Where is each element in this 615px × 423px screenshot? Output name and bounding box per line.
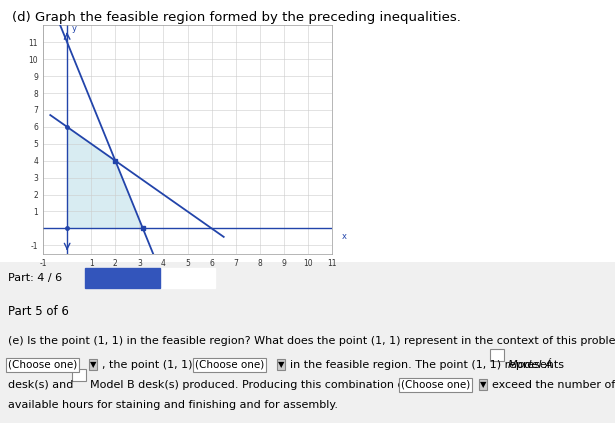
Text: in the feasible region. The point (1, 1) represents: in the feasible region. The point (1, 1)… [290,360,564,370]
Text: (e) Is the point (1, 1) in the feasible region? What does the point (1, 1) repre: (e) Is the point (1, 1) in the feasible … [8,336,615,346]
Text: ▼: ▼ [480,380,486,389]
Text: (Choose one): (Choose one) [8,360,77,370]
Text: Model Á: Model Á [508,360,553,370]
Text: , the point (1, 1): , the point (1, 1) [102,360,192,370]
Text: (Choose one): (Choose one) [401,380,470,390]
Text: desk(s) and: desk(s) and [8,380,73,390]
Text: ▼: ▼ [90,360,97,369]
Bar [85,268,215,288]
Text: (d) Graph the feasible region formed by the preceding inequalities.: (d) Graph the feasible region formed by … [12,11,461,24]
Bar [72,369,86,381]
Bar [85,268,160,288]
Text: ▼: ▼ [278,360,285,369]
Text: x: x [342,232,347,242]
Text: Part 5 of 6: Part 5 of 6 [8,305,69,319]
Polygon shape [67,127,143,228]
Text: Part: 4 / 6: Part: 4 / 6 [8,273,62,283]
Text: (Choose one): (Choose one) [195,360,264,370]
Text: Model B desk(s) produced. Producing this combination of desks: Model B desk(s) produced. Producing this… [90,380,444,390]
Text: y: y [72,24,77,33]
Text: exceed the number of: exceed the number of [492,380,615,390]
Text: available hours for staining and finishing and for assembly.: available hours for staining and finishi… [8,400,338,410]
Bar [490,349,504,361]
